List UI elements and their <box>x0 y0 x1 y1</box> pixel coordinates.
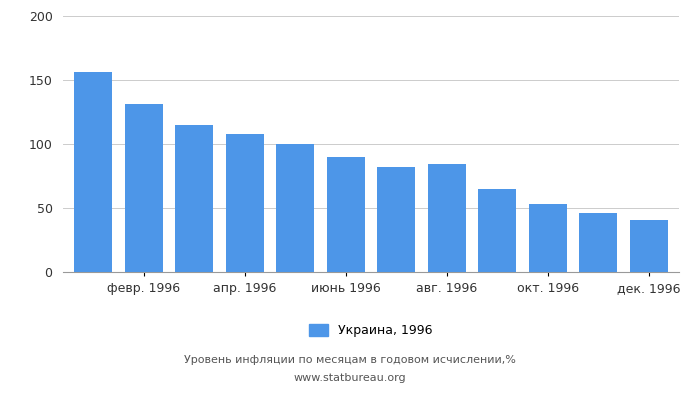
Legend: Украина, 1996: Украина, 1996 <box>309 324 433 337</box>
Bar <box>580 213 617 272</box>
Bar <box>327 157 365 272</box>
Bar <box>175 125 214 272</box>
Bar <box>478 189 516 272</box>
Bar <box>276 144 314 272</box>
Bar <box>377 167 415 272</box>
Bar <box>226 134 264 272</box>
Bar <box>528 204 567 272</box>
Bar <box>428 164 466 272</box>
Bar <box>125 104 162 272</box>
Text: Уровень инфляции по месяцам в годовом исчислении,%: Уровень инфляции по месяцам в годовом ис… <box>184 355 516 365</box>
Bar <box>630 220 668 272</box>
Bar <box>74 72 112 272</box>
Text: www.statbureau.org: www.statbureau.org <box>294 373 406 383</box>
